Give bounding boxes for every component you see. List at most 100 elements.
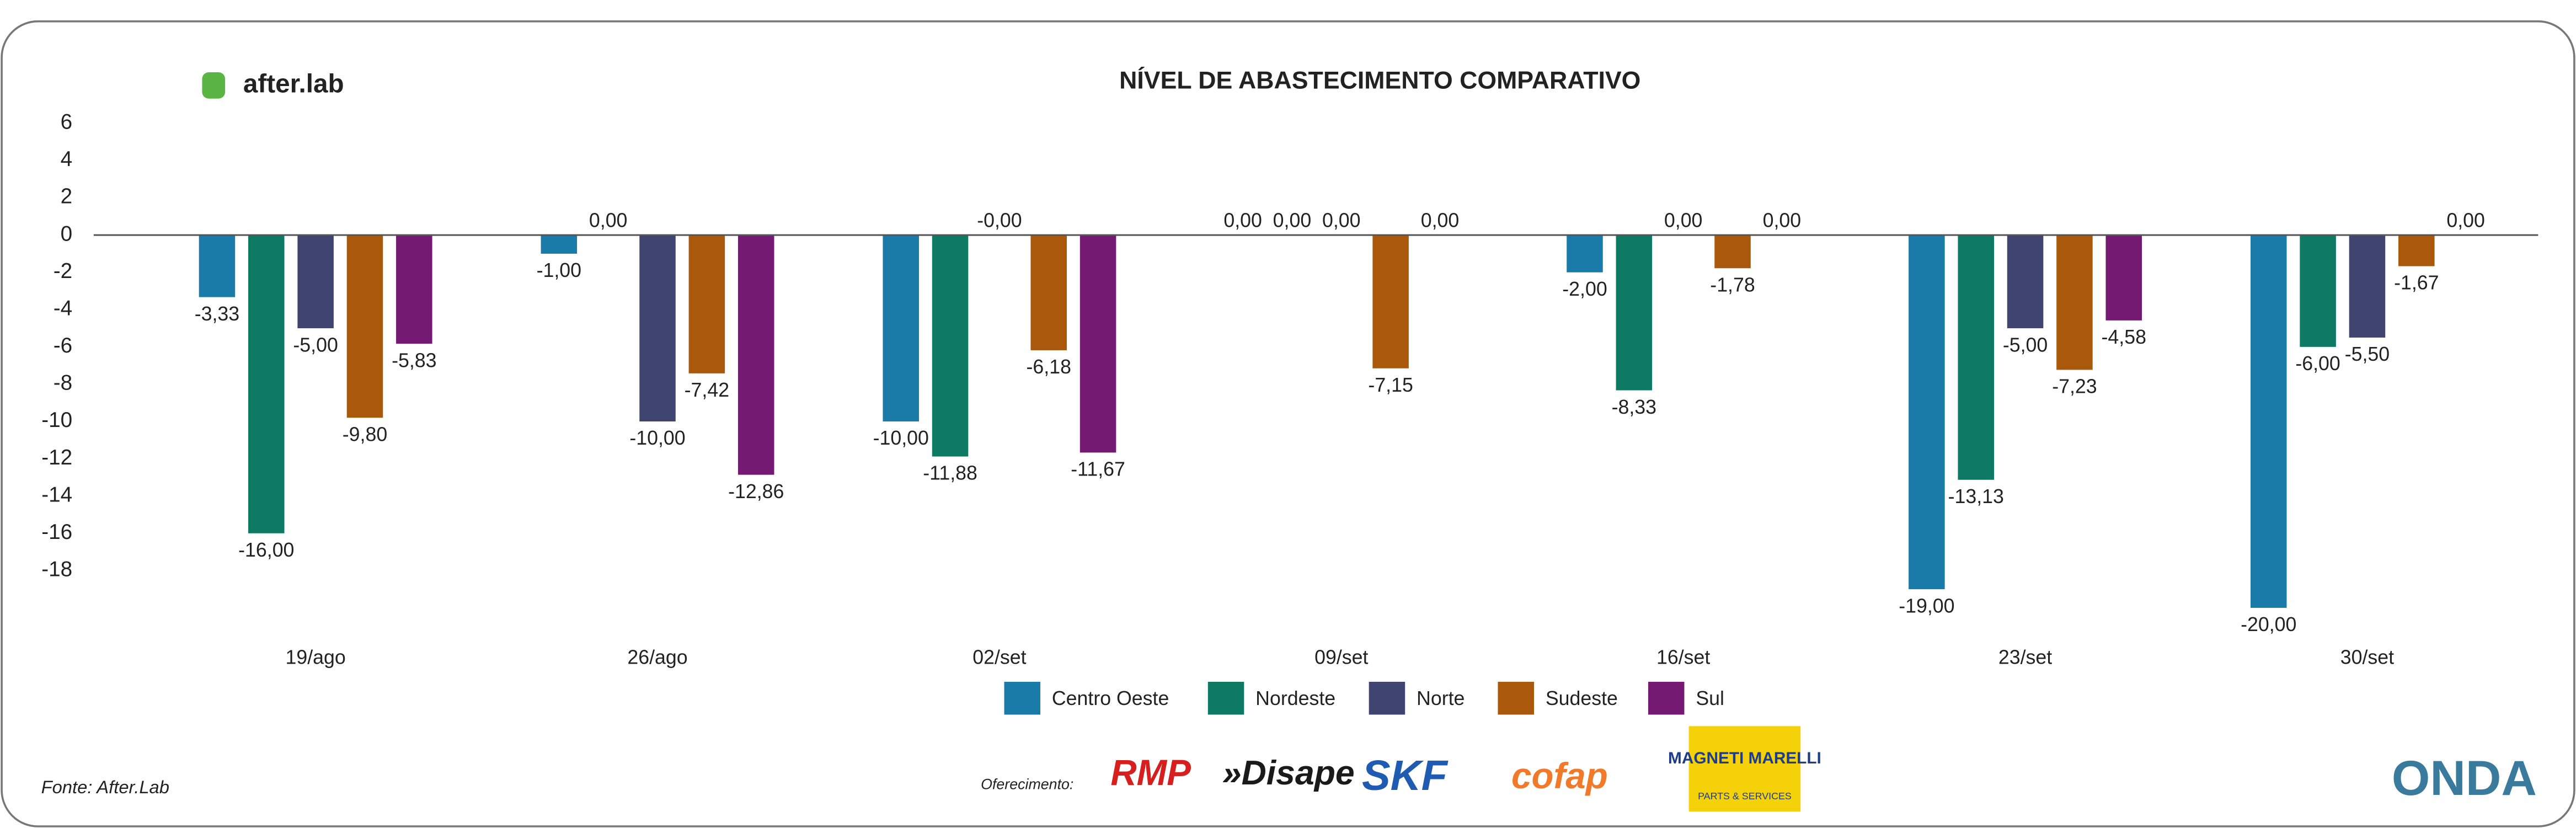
legend-swatch <box>1648 681 1685 715</box>
y-tick-label: -2 <box>54 259 72 283</box>
value-label: 0,00 <box>1273 210 1312 232</box>
sponsor: SKF <box>1362 752 1449 799</box>
magneti-box <box>1688 726 1801 812</box>
bar <box>1079 235 1116 453</box>
bar <box>1616 235 1653 391</box>
y-tick-label: 0 <box>61 222 73 245</box>
legend-swatch <box>1369 681 1405 715</box>
logo: after.lab <box>243 69 344 98</box>
bar <box>1567 235 1603 273</box>
value-label: -6,00 <box>2295 352 2340 375</box>
y-tick-label: -4 <box>54 296 72 320</box>
legend-swatch <box>1004 681 1041 715</box>
y-tick-label: -18 <box>41 558 72 581</box>
legend-label: Centro Oeste <box>1052 687 1169 709</box>
x-tick-label: 30/set <box>2340 647 2394 669</box>
x-tick-label: 02/set <box>972 647 1026 669</box>
legend-swatch <box>1207 681 1244 715</box>
bar <box>2250 235 2287 608</box>
sponsor-label: Oferecimento: <box>981 776 1073 793</box>
bar <box>2398 235 2435 266</box>
value-label: 0,00 <box>1664 210 1703 232</box>
value-label: -6,18 <box>1027 356 1071 378</box>
value-label: -1,00 <box>537 259 581 281</box>
y-tick-label: -12 <box>41 446 72 469</box>
bar <box>932 235 969 457</box>
value-label: -5,50 <box>2345 343 2390 365</box>
sponsor: cofap <box>1511 756 1608 796</box>
bar <box>639 235 676 422</box>
legend-label: Sul <box>1696 687 1724 709</box>
value-label: 0,00 <box>1322 210 1361 232</box>
y-tick-label: -8 <box>54 371 72 395</box>
value-label: 0,00 <box>1763 210 1802 232</box>
value-label: 0,00 <box>589 210 628 232</box>
logo-icon <box>202 72 226 99</box>
legend-label: Norte <box>1417 687 1465 709</box>
bar <box>1372 235 1409 368</box>
bar <box>297 235 334 329</box>
bar <box>2300 235 2336 347</box>
y-tick-label: -16 <box>41 520 72 544</box>
y-tick-label: -10 <box>41 408 72 432</box>
x-tick-label: 09/set <box>1314 647 1368 669</box>
value-label: -12,86 <box>728 480 784 503</box>
value-label: -7,42 <box>685 379 729 401</box>
bar <box>688 235 725 373</box>
bar <box>541 235 578 254</box>
y-tick-label: 6 <box>61 110 73 134</box>
frame <box>1 20 2575 827</box>
sponsor: »Disape <box>1222 754 1355 792</box>
bar <box>396 235 432 344</box>
value-label: -7,23 <box>2052 376 2097 398</box>
value-label: -2,00 <box>1562 278 1607 300</box>
value-label: -10,00 <box>873 427 929 449</box>
x-tick-label: 19/ago <box>286 647 346 669</box>
value-label: -16,00 <box>238 539 294 561</box>
sponsor: MAGNETI MARELLI <box>1668 749 1821 767</box>
value-label: -11,67 <box>1071 458 1125 480</box>
bar <box>1958 235 1994 480</box>
value-label: -5,83 <box>392 349 436 371</box>
value-label: -1,67 <box>2394 272 2439 294</box>
chart-title: NÍVEL DE ABASTECIMENTO COMPARATIVO <box>1119 67 1640 94</box>
value-label: -7,15 <box>1368 374 1413 396</box>
bar <box>737 235 774 475</box>
source: Fonte: After.Lab <box>41 777 169 797</box>
bar <box>2105 235 2142 320</box>
value-label: -3,33 <box>195 303 239 325</box>
value-label: -20,00 <box>2241 613 2296 635</box>
value-label: 0,00 <box>1421 210 1460 232</box>
x-tick-label: 26/ago <box>627 647 687 669</box>
bar <box>2349 235 2386 338</box>
sponsor: RMP <box>1110 752 1191 793</box>
x-tick-label: 23/set <box>1998 647 2052 669</box>
bar <box>1909 235 1945 590</box>
value-label: -10,00 <box>629 427 685 449</box>
onda-logo: ONDA <box>2392 750 2537 805</box>
bar <box>2007 235 2044 329</box>
value-label: -1,78 <box>1710 274 1755 296</box>
sponsor-sub: PARTS & SERVICES <box>1698 790 1792 802</box>
value-label: -8,33 <box>1612 396 1656 418</box>
bar <box>2056 235 2093 370</box>
y-tick-label: -14 <box>41 483 72 506</box>
bar <box>248 235 285 533</box>
legend-label: Nordeste <box>1255 687 1335 709</box>
value-label: -13,13 <box>1948 485 2004 508</box>
legend-label: Sudeste <box>1546 687 1618 709</box>
value-label: -4,58 <box>2102 326 2146 348</box>
value-label: -9,80 <box>343 423 387 445</box>
value-label: -11,88 <box>923 462 977 484</box>
y-tick-label: 4 <box>61 147 73 171</box>
bar <box>199 235 236 297</box>
value-label: 0,00 <box>2446 210 2485 232</box>
bar <box>883 235 919 422</box>
value-label: -5,00 <box>293 334 338 356</box>
value-label: 0,00 <box>1223 210 1262 232</box>
value-label: -5,00 <box>2003 334 2048 356</box>
x-tick-label: 16/set <box>1656 647 1710 669</box>
bar <box>346 235 383 418</box>
value-label: -0,00 <box>977 210 1022 232</box>
